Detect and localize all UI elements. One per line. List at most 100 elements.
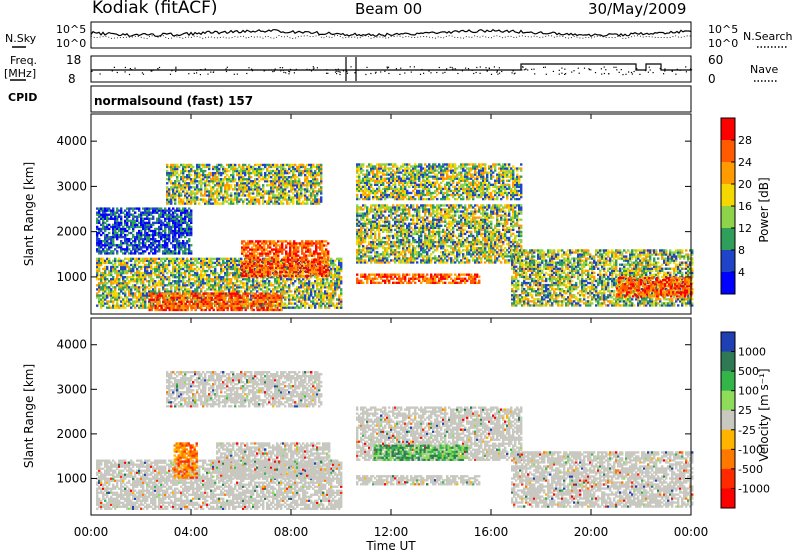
heatmap-cell [240,294,243,297]
heatmap-cell [249,270,252,274]
heatmap-cell [216,284,219,287]
heatmap-cell [322,296,325,299]
heatmap-cell [172,308,175,312]
heatmap-cell [232,198,235,201]
heatmap-cell [158,265,161,269]
heatmap-cell [228,175,231,179]
heatmap-cell [204,194,207,197]
heatmap-cell [206,296,209,299]
heatmap-cell [134,221,137,225]
heatmap-cell [190,286,193,289]
heatmap-cell [208,182,211,185]
heatmap-cell [186,300,189,303]
heatmap-cell [253,252,256,255]
heatmap-cell [134,257,137,261]
heatmap-cell [180,202,183,205]
heatmap-cell [254,294,257,297]
heatmap-cell [180,163,183,167]
heatmap-cell [321,244,324,247]
heatmap-cell [238,257,241,261]
heatmap-cell [313,260,316,263]
heatmap-cell [100,252,103,255]
heatmap-cell [330,304,333,307]
heatmap-cell [168,229,171,233]
heatmap-cell [178,300,181,303]
heatmap-cell [148,300,151,303]
heatmap-cell [238,169,241,173]
heatmap-cell [236,194,239,197]
heatmap-cell [182,304,185,308]
heatmap-cell [291,244,294,247]
heatmap-cell [126,246,129,249]
heatmap-cell [293,254,296,257]
heatmap-cell [198,302,201,305]
heatmap-cell [228,257,231,261]
heatmap-cell [146,286,149,289]
heatmap-cell [260,306,263,310]
heatmap-cell [313,262,316,265]
heatmap-cell [244,163,247,167]
heatmap-cell [166,257,169,261]
heatmap-cell [285,274,288,278]
heatmap-cell [172,186,175,189]
heatmap-cell [273,248,276,251]
heatmap-cell [297,268,300,272]
heatmap-cell [222,292,225,295]
heatmap-cell [102,267,105,271]
heatmap-cell [132,292,135,295]
heatmap-cell [283,268,286,272]
heatmap-cell [262,178,265,181]
heatmap-cell [190,233,193,237]
heatmap-cell [140,223,143,227]
heatmap-cell [156,233,159,237]
heatmap-cell [241,274,244,278]
heatmap-cell [216,300,219,303]
heatmap-cell [234,165,237,169]
heatmap-cell [124,306,127,309]
nave-dot [663,73,665,75]
heatmap-cell [172,275,175,279]
heatmap-cell [230,178,233,181]
heatmap-cell [325,270,328,274]
heatmap-cell [258,198,261,201]
heatmap-cell [334,290,337,293]
heatmap-cell [158,294,161,297]
heatmap-cell [152,294,155,297]
heatmap-cell [106,286,109,289]
nave-dot [413,66,415,68]
heatmap-cell [138,209,141,212]
heatmap-cell [188,169,191,173]
heatmap-cell [104,278,107,281]
heatmap-cell [150,273,153,277]
heatmap-cell [132,215,135,218]
heatmap-cell [305,258,308,261]
heatmap-cell [196,284,199,287]
heatmap-cell [297,262,300,265]
nave-dot [461,70,463,72]
heatmap-cell [186,225,189,229]
heatmap-cell [254,178,257,181]
heatmap-cell [174,233,177,237]
heatmap-cell [196,192,199,195]
heatmap-cell [220,188,223,191]
nave-dot [334,71,337,73]
heatmap-cell [285,240,288,243]
heatmap-cell [190,263,193,267]
nave-dot [543,66,545,68]
heatmap-cell [184,182,187,185]
heatmap-cell [305,250,308,253]
heatmap-cell [122,292,125,295]
heatmap-cell [286,263,289,267]
heatmap-cell [176,223,179,227]
heatmap-cell [146,306,149,309]
heatmap-cell [224,196,227,199]
heatmap-cell [132,227,135,231]
heatmap-cell [290,306,293,309]
heatmap-cell [98,242,101,245]
heatmap-cell [176,257,179,261]
heatmap-cell [204,263,207,267]
nave-dot [664,68,666,70]
heatmap-cell [266,190,269,193]
heatmap-cell [212,308,215,312]
heatmap-cell [250,171,253,175]
